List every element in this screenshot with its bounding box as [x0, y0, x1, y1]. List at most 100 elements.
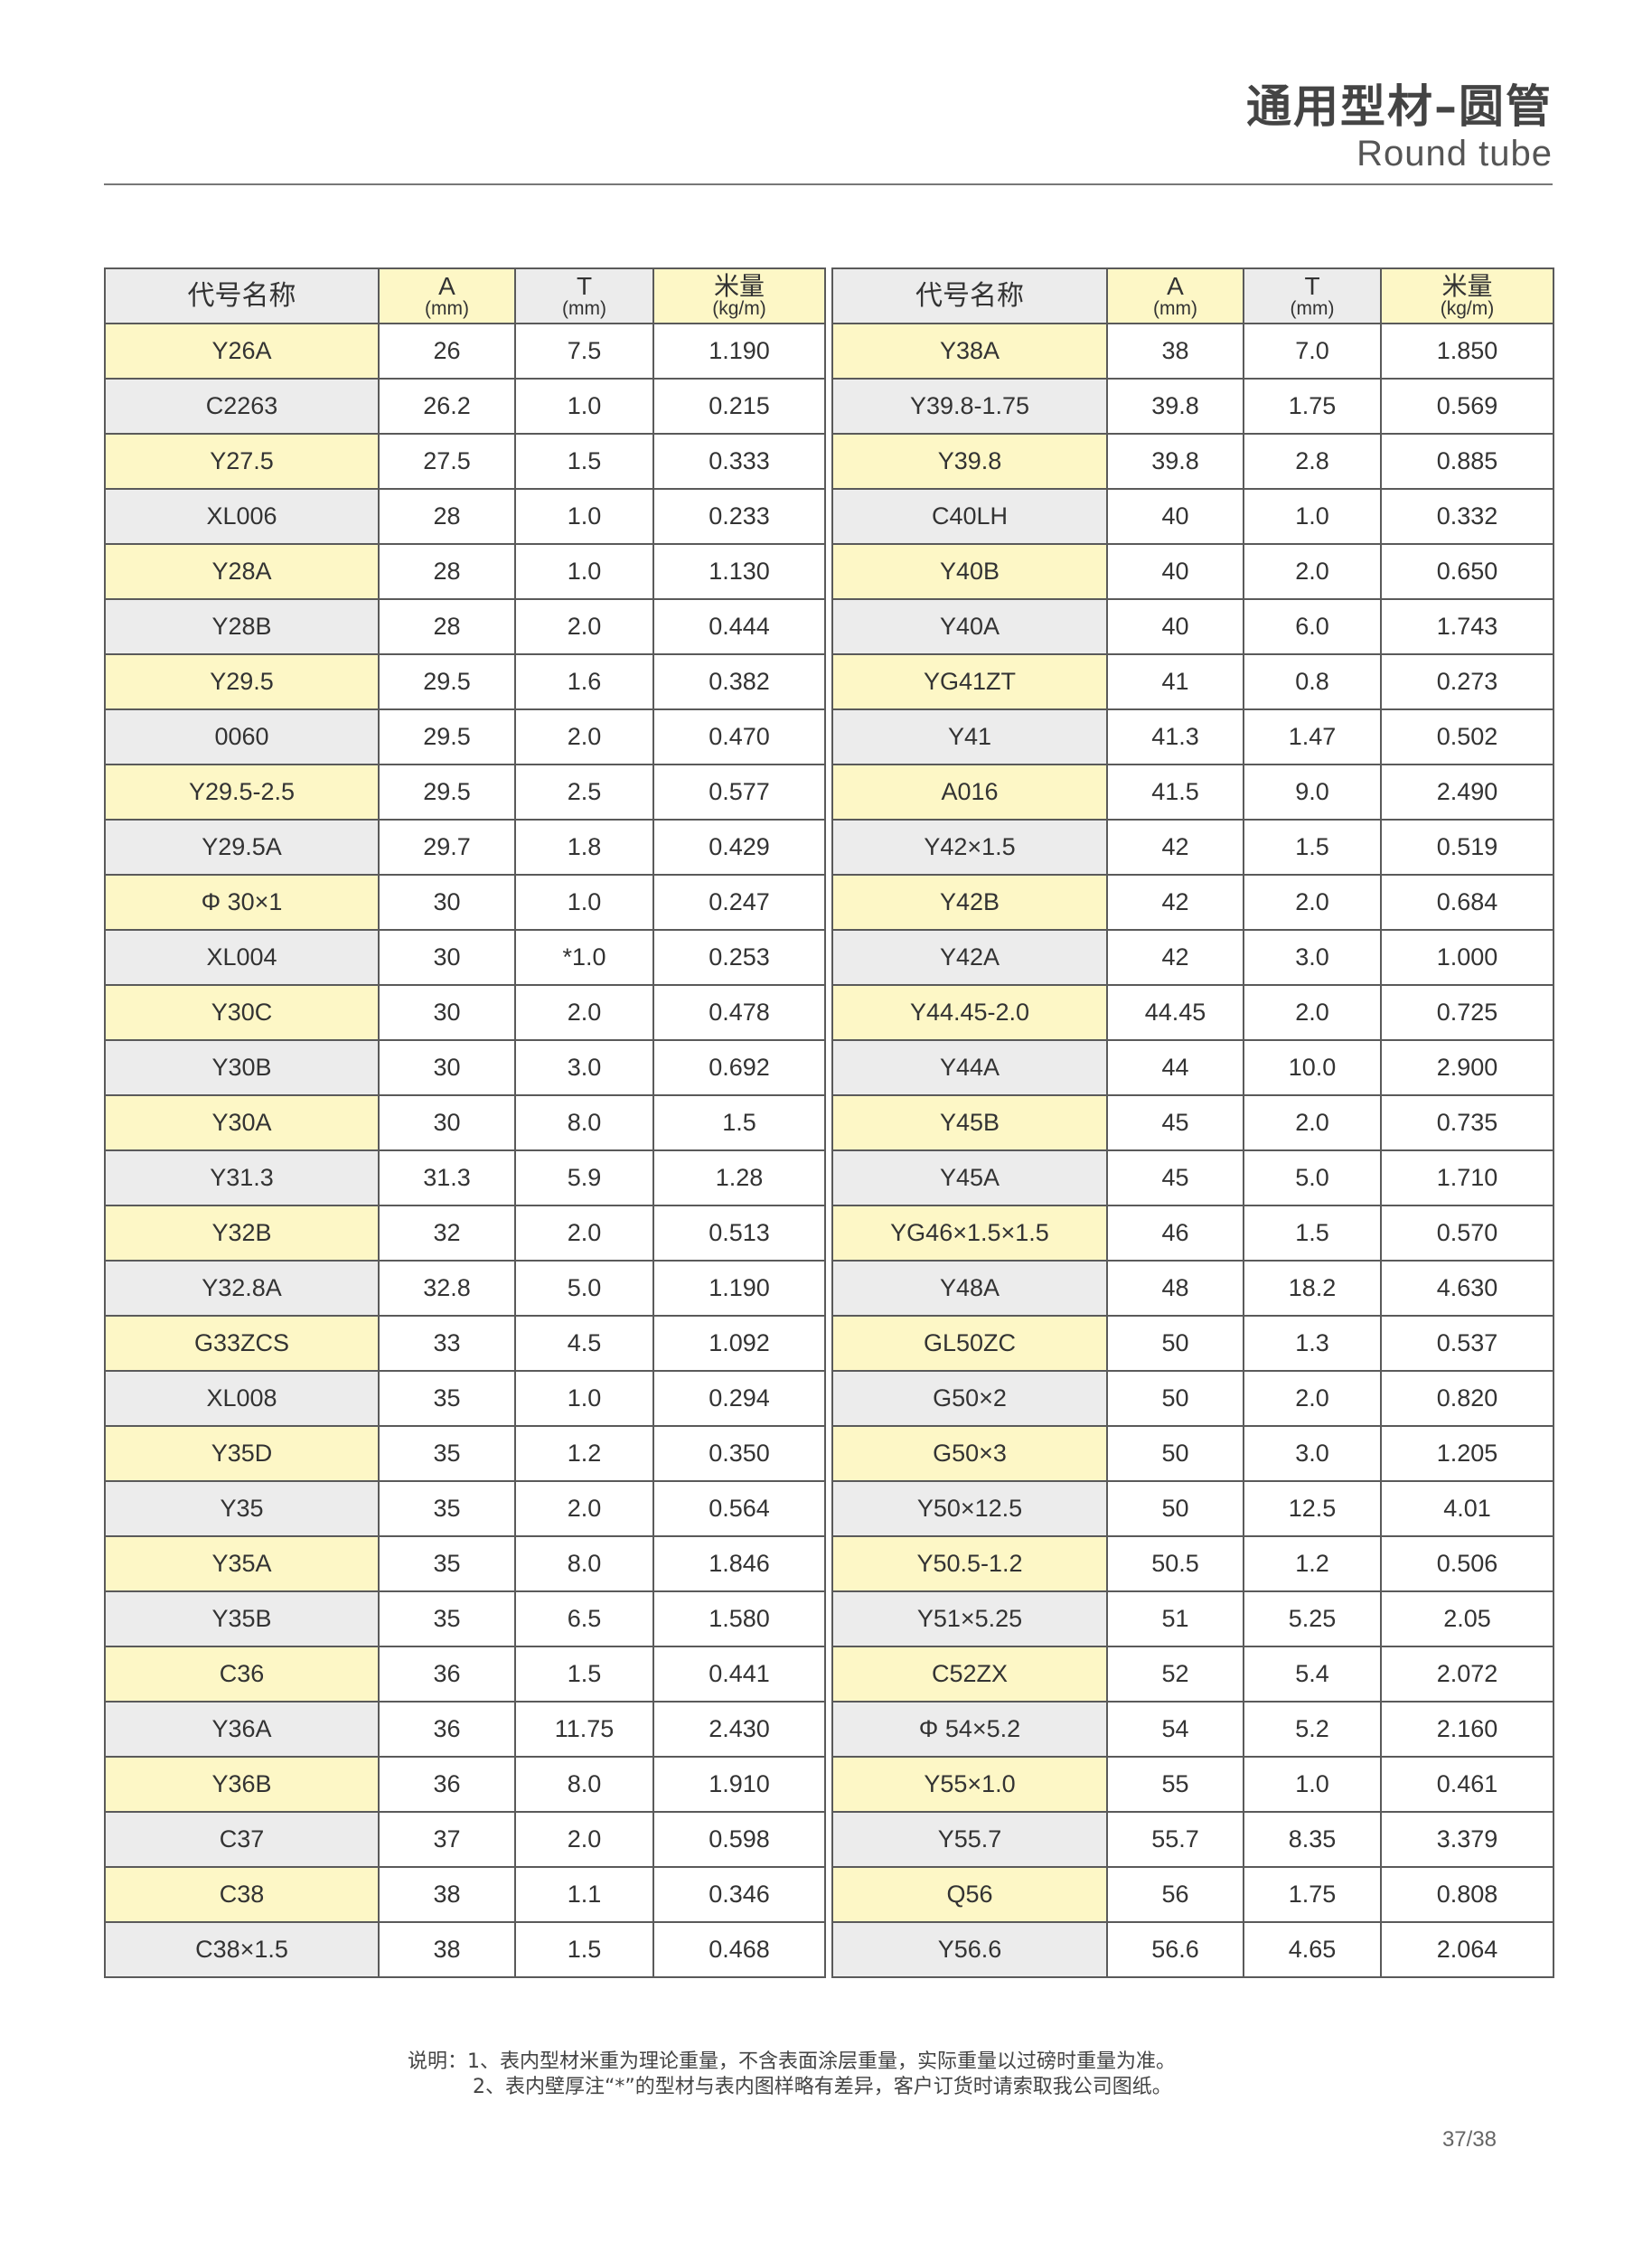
cell-name: Y45B	[831, 1094, 1108, 1151]
cell-weight: 0.350	[652, 1425, 826, 1482]
cell-t: 18.2	[1243, 1260, 1382, 1317]
column-header-unit: (kg/m)	[1440, 298, 1495, 319]
table-row: Y30A 30 8.0 1.5	[104, 1094, 826, 1151]
cell-a: 35	[378, 1370, 516, 1427]
cell-a: 30	[378, 929, 516, 986]
table-row: Y38A 38 7.0 1.850	[831, 323, 1554, 380]
table-row: Y35 35 2.0 0.564	[104, 1480, 826, 1537]
cell-weight: 1.743	[1380, 598, 1554, 655]
cell-weight: 0.333	[652, 433, 826, 490]
cell-t: 5.0	[1243, 1149, 1382, 1206]
cell-weight: 1.205	[1380, 1425, 1554, 1482]
cell-weight: 0.444	[652, 598, 826, 655]
cell-a: 42	[1106, 819, 1244, 876]
cell-t: 1.0	[514, 378, 654, 435]
cell-name: Y35D	[104, 1425, 380, 1482]
table-row: Y51×5.25 51 5.25 2.05	[831, 1590, 1554, 1647]
cell-weight: 2.900	[1380, 1039, 1554, 1096]
table-row: Y36B 36 8.0 1.910	[104, 1756, 826, 1813]
cell-weight: 0.253	[652, 929, 826, 986]
page-title-cn: 通用型材–圆管	[1246, 80, 1553, 133]
cell-name: Y36A	[104, 1701, 380, 1758]
table-row: Q56 56 1.75 0.808	[831, 1866, 1554, 1923]
column-header-label: A	[438, 272, 455, 300]
column-header-t: T (mm)	[514, 267, 654, 324]
cell-name: Y30A	[104, 1094, 380, 1151]
cell-a: 45	[1106, 1094, 1244, 1151]
cell-name: C38×1.5	[104, 1921, 380, 1978]
column-header-unit: (kg/m)	[712, 298, 766, 319]
column-header-unit: (mm)	[1290, 298, 1335, 319]
table-row: Y55.7 55.7 8.35 3.379	[831, 1811, 1554, 1868]
cell-t: 7.5	[514, 323, 654, 380]
cell-weight: 0.808	[1380, 1866, 1554, 1923]
table-row: Y32.8A 32.8 5.0 1.190	[104, 1260, 826, 1317]
column-header-a: A (mm)	[378, 267, 516, 324]
cell-a: 50.5	[1106, 1535, 1244, 1592]
table-row: Y39.8 39.8 2.8 0.885	[831, 433, 1554, 490]
cell-weight: 1.580	[652, 1590, 826, 1647]
cell-name: Y38A	[831, 323, 1108, 380]
table-row: Y29.5 29.5 1.6 0.382	[104, 653, 826, 710]
cell-t: 7.0	[1243, 323, 1382, 380]
cell-weight: 0.692	[652, 1039, 826, 1096]
cell-t: 8.35	[1243, 1811, 1382, 1868]
cell-t: 2.0	[1243, 543, 1382, 600]
cell-t: 10.0	[1243, 1039, 1382, 1096]
cell-weight: 0.470	[652, 708, 826, 765]
table-row: Y50.5-1.2 50.5 1.2 0.506	[831, 1535, 1554, 1592]
cell-weight: 0.502	[1380, 708, 1554, 765]
cell-weight: 0.650	[1380, 543, 1554, 600]
spec-table-left: 代号名称 A (mm) T (mm) 米量 (kg/m) Y26A 26 7.5 1.190 C22…	[104, 267, 826, 1978]
cell-a: 26	[378, 323, 516, 380]
table-row: C36 36 1.5 0.441	[104, 1646, 826, 1703]
cell-name: G50×2	[831, 1370, 1108, 1427]
cell-a: 28	[378, 598, 516, 655]
table-row: Y29.5-2.5 29.5 2.5 0.577	[104, 764, 826, 821]
cell-weight: 0.684	[1380, 874, 1554, 931]
cell-t: 1.2	[1243, 1535, 1382, 1592]
cell-t: 1.0	[1243, 1756, 1382, 1813]
cell-weight: 2.05	[1380, 1590, 1554, 1647]
cell-a: 31.3	[378, 1149, 516, 1206]
cell-weight: 0.273	[1380, 653, 1554, 710]
cell-a: 29.5	[378, 653, 516, 710]
column-header-weight: 米量 (kg/m)	[1380, 267, 1554, 324]
cell-a: 30	[378, 1094, 516, 1151]
cell-name: Y29.5A	[104, 819, 380, 876]
cell-name: Y42B	[831, 874, 1108, 931]
column-header-t: T (mm)	[1243, 267, 1382, 324]
cell-a: 30	[378, 874, 516, 931]
cell-weight: 0.478	[652, 984, 826, 1041]
cell-name: Y56.6	[831, 1921, 1108, 1978]
cell-a: 55.7	[1106, 1811, 1244, 1868]
cell-t: 8.0	[514, 1756, 654, 1813]
cell-a: 35	[378, 1590, 516, 1647]
cell-weight: 0.461	[1380, 1756, 1554, 1813]
cell-a: 38	[378, 1921, 516, 1978]
notes: 说明：1、表内型材米重为理论重量，不含表面涂层重量，实际重量以过磅时重量为准。 …	[408, 2050, 1176, 2100]
cell-a: 44	[1106, 1039, 1244, 1096]
cell-a: 42	[1106, 874, 1244, 931]
cell-weight: 0.429	[652, 819, 826, 876]
table-row: Y30C 30 2.0 0.478	[104, 984, 826, 1041]
cell-a: 56.6	[1106, 1921, 1244, 1978]
cell-t: 1.3	[1243, 1315, 1382, 1372]
cell-a: 45	[1106, 1149, 1244, 1206]
cell-weight: 4.01	[1380, 1480, 1554, 1537]
table-row: Y45B 45 2.0 0.735	[831, 1094, 1554, 1151]
cell-a: 37	[378, 1811, 516, 1868]
cell-a: 30	[378, 984, 516, 1041]
cell-t: 5.2	[1243, 1701, 1382, 1758]
cell-weight: 1.000	[1380, 929, 1554, 986]
cell-t: 1.5	[514, 433, 654, 490]
cell-name: 0060	[104, 708, 380, 765]
cell-a: 56	[1106, 1866, 1244, 1923]
cell-name: Y35A	[104, 1535, 380, 1592]
cell-name: G33ZCS	[104, 1315, 380, 1372]
cell-name: Y48A	[831, 1260, 1108, 1317]
cell-a: 40	[1106, 598, 1244, 655]
table-header-row: 代号名称 A (mm) T (mm) 米量 (kg/m)	[104, 267, 826, 324]
cell-a: 36	[378, 1756, 516, 1813]
page-number: 37/38	[1441, 2127, 1497, 2152]
